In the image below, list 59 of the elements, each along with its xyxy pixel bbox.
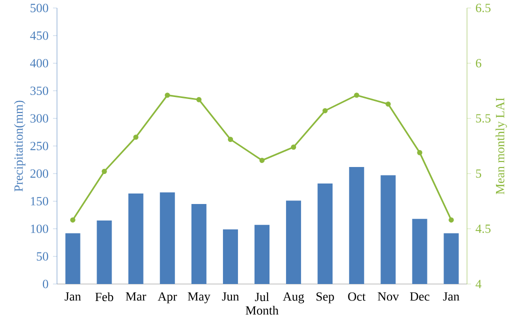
y2-axis-title: Mean monthly LAI (496, 98, 507, 194)
point (290, 144, 296, 150)
y2-tick-label: 5 (476, 169, 482, 178)
y-axis-title: Precipitation(mm) (14, 100, 26, 192)
y-tick-label: 100 (30, 224, 48, 234)
bar (222, 229, 238, 284)
bar (286, 200, 302, 284)
bar (444, 233, 459, 284)
x-tick-label: May (188, 292, 210, 304)
x-tick-label: Aug (282, 292, 304, 304)
bar (412, 218, 428, 284)
point (386, 101, 391, 107)
point (70, 217, 76, 223)
y2-tick-label: 4.5 (476, 224, 491, 233)
y-tick-label: 500 (30, 4, 48, 12)
y-tick-label: 200 (30, 169, 48, 178)
x-tick-label: Jan (64, 292, 81, 301)
x-axis-title: Month (246, 306, 279, 315)
point (417, 150, 422, 156)
bar (96, 220, 112, 284)
x-tick-label: Oct (348, 292, 366, 301)
y-tick-label: 450 (30, 31, 48, 40)
bar (318, 184, 333, 284)
point (448, 217, 454, 223)
bar (160, 192, 175, 284)
bar (191, 204, 206, 284)
point (133, 134, 138, 140)
point (322, 108, 328, 114)
x-tick-label: Jan (443, 292, 460, 301)
x-tick-label: Nov (378, 292, 399, 301)
bar (349, 166, 364, 284)
y-tick-label: 50 (36, 252, 48, 261)
y2-tick-label: 4 (476, 280, 482, 288)
x-tick-label: Dec (410, 292, 430, 301)
x-tick-label: Jul (254, 292, 270, 302)
bar (65, 233, 80, 284)
x-tick-label: Sep (316, 292, 334, 304)
y-tick-label: 250 (30, 142, 48, 150)
y2-tick-label: 6 (476, 58, 482, 68)
point (164, 92, 170, 98)
y-tick-label: 400 (30, 58, 48, 68)
y2-tick-label: 6.5 (476, 4, 491, 12)
y2-tick-label: 5.5 (476, 114, 491, 123)
x-tick-label: Apr (158, 292, 177, 304)
bar (254, 224, 270, 284)
point (102, 168, 107, 174)
y-tick-label: 150 (30, 196, 48, 206)
x-tick-label: Jun (222, 292, 239, 301)
point (228, 136, 234, 142)
x-tick-label: Feb (95, 292, 114, 302)
bar (128, 193, 144, 284)
point (354, 92, 360, 98)
y-tick-label: 350 (30, 86, 48, 96)
y-tick-label: 300 (30, 114, 48, 123)
bar (380, 175, 396, 284)
point (259, 158, 265, 163)
x-tick-label: Mar (126, 292, 146, 301)
point (196, 97, 202, 102)
y-tick-label: 0 (42, 280, 48, 288)
